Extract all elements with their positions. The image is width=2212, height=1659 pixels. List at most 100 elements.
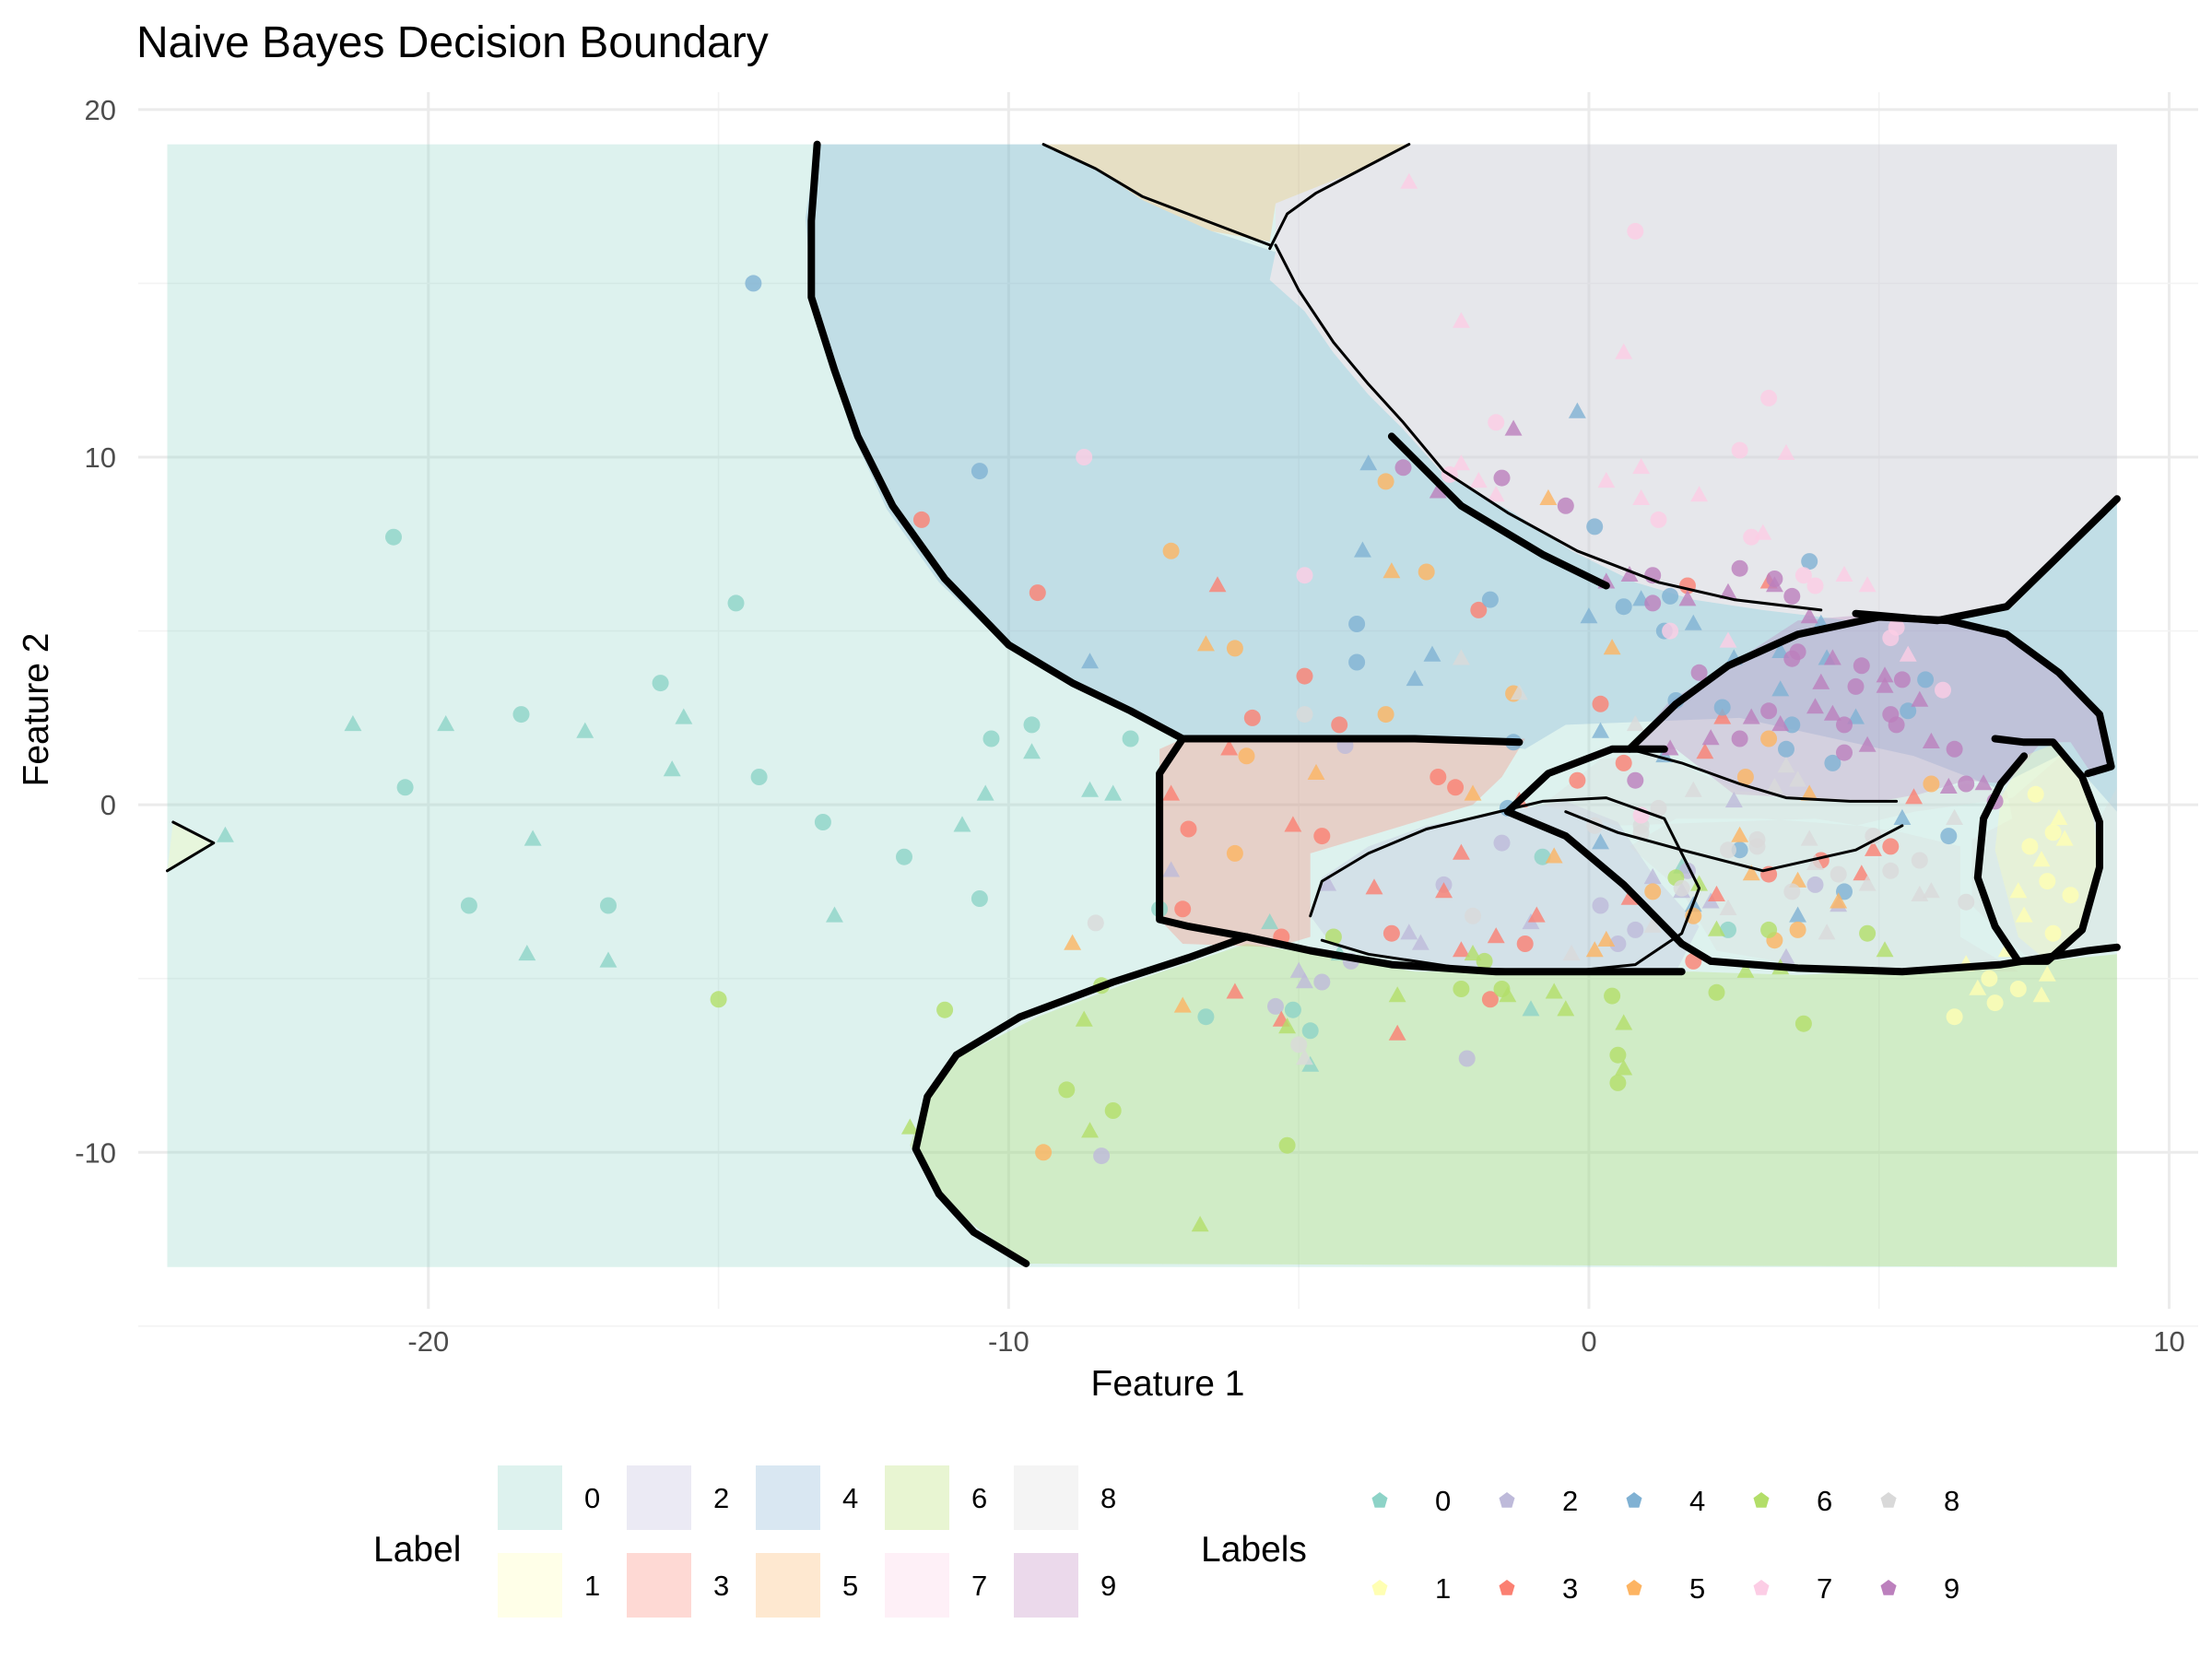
region-legend-label: 2 [713, 1482, 729, 1514]
point-legend-label: 4 [1689, 1485, 1705, 1517]
point-label-4 [1662, 587, 1679, 605]
region-legend-label: 0 [584, 1482, 600, 1514]
point-label-9 [1893, 671, 1911, 688]
region-legend-swatch [498, 1553, 562, 1618]
point-label-9 [1493, 469, 1511, 487]
point-label-9 [1771, 715, 1790, 732]
point-label-9 [1974, 774, 1993, 791]
point-label-8 [1465, 907, 1481, 924]
point-label-2 [1643, 868, 1662, 885]
point-label-3 [1905, 788, 1923, 805]
decision-boundary [1628, 747, 1899, 803]
point-label-1 [1986, 994, 2004, 1012]
point-legend-label: 1 [1435, 1572, 1451, 1605]
point-label-8 [1720, 841, 1736, 859]
region-legend-label: 5 [842, 1570, 858, 1602]
point-label-1 [2009, 981, 2027, 997]
decision-boundary [1852, 495, 2121, 625]
point-label-5 [1585, 941, 1604, 958]
point-label-2 [1093, 1147, 1111, 1165]
point-legend-key [1499, 1492, 1515, 1508]
point-label-3 [1174, 900, 1192, 918]
region-legend-swatch [498, 1465, 562, 1530]
point-label-1 [2044, 924, 2062, 942]
region-label-5 [1043, 144, 1409, 242]
point-label-4 [1771, 680, 1790, 697]
point-label-7 [1597, 472, 1616, 488]
point-label-6 [1324, 928, 1342, 946]
point-label-4 [1778, 740, 1794, 758]
point-label-8 [1789, 771, 1806, 787]
decision-regions [167, 144, 2117, 1267]
point-label-5 [1418, 563, 1435, 581]
point-label-8 [1777, 757, 1795, 773]
point-label-2 [1777, 947, 1795, 964]
point-label-9 [1760, 702, 1778, 720]
point-label-2 [1319, 875, 1337, 891]
point-label-3 [1162, 784, 1181, 801]
point-label-9 [1922, 732, 1940, 748]
point-label-3 [1696, 743, 1714, 759]
point-label-9 [1800, 607, 1818, 624]
point-label-5 [1377, 473, 1394, 490]
point-label-4 [1592, 833, 1609, 850]
point-label-2 [1400, 924, 1418, 940]
point-label-5 [1545, 847, 1563, 864]
point-label-8 [1818, 924, 1836, 940]
point-label-1 [2039, 873, 2056, 890]
point-label-4 [1713, 699, 1731, 716]
point-label-8 [1296, 706, 1313, 724]
region-legend-swatch [885, 1553, 949, 1618]
point-label-3 [1365, 878, 1383, 895]
point-label-3 [1284, 816, 1302, 832]
point-label-5 [1742, 865, 1760, 881]
point-label-1 [2062, 887, 2079, 904]
point-label-4 [1348, 653, 1366, 671]
point-label-5 [1238, 747, 1255, 765]
region-legend-swatch [756, 1553, 820, 1618]
point-label-1 [2038, 965, 2056, 982]
decision-boundary [1564, 810, 1904, 873]
point-legend-key [1626, 1580, 1642, 1595]
point-label-0 [1023, 743, 1041, 759]
region-legend-swatch [1014, 1553, 1078, 1618]
region-legend-title: Label [373, 1530, 461, 1570]
point-label-5 [1382, 562, 1401, 579]
point-label-3 [1487, 927, 1505, 944]
point-label-7 [1453, 312, 1470, 328]
point-label-0 [814, 814, 831, 830]
point-label-7 [1627, 222, 1644, 240]
point-legend-label: 0 [1435, 1485, 1451, 1517]
point-label-1 [2032, 986, 2051, 1003]
point-label-3 [1313, 828, 1331, 845]
point-label-8 [1946, 808, 1963, 825]
point-label-0 [385, 528, 402, 546]
point-legend-key [1371, 1492, 1388, 1508]
point-label-9 [1823, 704, 1841, 721]
point-label-4 [1354, 541, 1371, 558]
point-label-5 [1923, 775, 1940, 793]
point-label-6 [1609, 1046, 1627, 1064]
point-label-8 [1673, 879, 1690, 897]
point-label-7 [1806, 577, 1824, 594]
point-label-9 [1627, 771, 1644, 789]
point-label-9 [1731, 559, 1748, 577]
point-legend-label: 6 [1817, 1485, 1832, 1517]
region-legend-label: 4 [842, 1482, 858, 1514]
y-tick-label: -10 [75, 1136, 116, 1169]
point-label-1 [1946, 1008, 1963, 1026]
decision-boundary [1707, 943, 2121, 976]
point-legend-title: Labels [1201, 1530, 1307, 1570]
point-label-8 [1911, 852, 1928, 869]
decision-boundaries [166, 140, 2121, 1267]
point-label-4 [1580, 607, 1598, 624]
point-label-7 [1488, 414, 1505, 431]
point-label-9 [1504, 419, 1523, 436]
point-label-3 [1865, 840, 1882, 856]
point-label-8 [1783, 883, 1801, 900]
point-label-8 [1510, 684, 1528, 700]
y-tick-label: 0 [100, 789, 116, 821]
point-label-0 [1197, 1008, 1215, 1026]
point-label-0 [518, 945, 536, 961]
